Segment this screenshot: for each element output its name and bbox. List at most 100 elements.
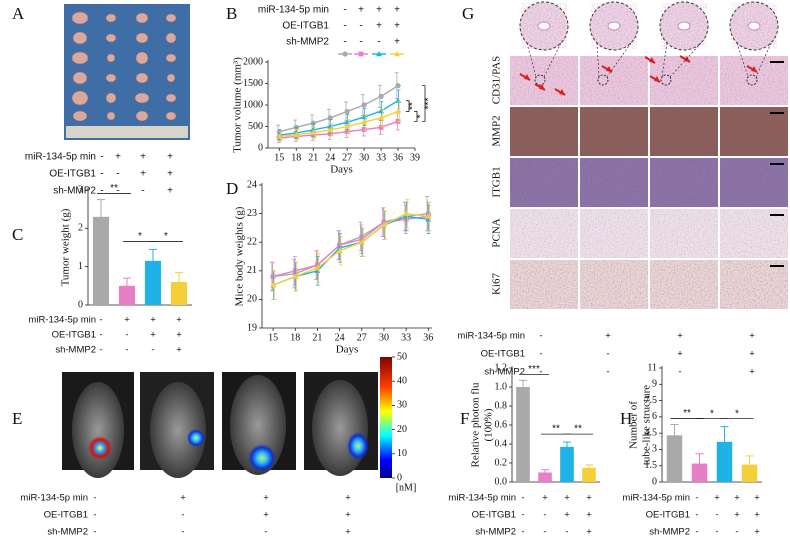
panel-letter: D [226,179,238,198]
x-tick-label: 21 [312,332,322,343]
condition-sign: - [100,186,103,197]
condition-sign: + [176,345,182,356]
marker [276,133,283,139]
zoom-source [660,74,672,86]
condition-label: sh-MMP2 [286,37,329,48]
series-line [272,212,429,286]
marker [361,127,367,132]
marker [292,273,299,279]
signal [187,429,205,447]
y-axis-label: Tumor volume (mm³) [232,57,244,153]
condition-sign: + [586,493,592,504]
ihc-texture [720,209,788,258]
ihc-texture [510,260,578,309]
condition-label: OE-ITGB1 [472,510,516,521]
imaging [62,372,378,478]
panel-letter: E [12,409,22,428]
y-tick-label: 3 [78,184,83,195]
ruler [66,126,188,138]
condition-sign: + [564,493,570,504]
condition-label: miR-134-5p min [28,315,96,326]
y-tick-label: 0.6 [495,419,508,430]
condition-sign: - [695,510,698,521]
marker [327,131,333,137]
condition-sign: - [99,330,102,341]
marker [395,108,402,114]
condition-sign: - [695,527,698,538]
zoom-source [534,74,546,86]
condition-label: miR-134-5p min [258,5,329,16]
ihc-texture [580,209,648,258]
condition-label: sh-MMP2 [649,527,690,538]
condition-sign: + [749,349,755,360]
significance-label: * [735,408,739,419]
condition-sign: + [677,349,683,360]
bar [560,446,574,482]
y-tick-label: 1500 [243,78,263,89]
bar [582,467,596,482]
condition-label: miR-134-5p min [20,493,88,504]
y-tick-label: 1.2 [495,362,508,373]
colorbar-tick-label: 20 [397,424,407,435]
significance-bracket [406,100,410,112]
condition-sign: + [542,493,548,504]
arrow-head [606,66,612,72]
series-line [279,100,399,136]
condition-sign: - [181,527,184,538]
marker [310,129,317,135]
ihc-texture [720,56,788,105]
row-label: MMP2 [491,115,503,146]
x-tick-label: 21 [308,152,318,163]
significance-label: * [416,114,427,118]
ihc-texture [650,56,718,105]
significance-label: * [710,408,714,419]
x-tick-label: 33 [376,152,386,163]
condition-label: OE-ITGB1 [49,169,96,180]
x-tick-label: 18 [290,332,300,343]
condition-sign: + [734,510,740,521]
ihc-texture [650,209,718,258]
legend-marker [342,51,348,57]
bar [691,463,708,482]
bar [170,282,188,305]
condition-sign: - [151,345,154,356]
condition-sign: + [586,510,592,521]
x-tick-label: 30 [379,332,389,343]
condition-sign: - [715,510,718,521]
bar [144,260,162,305]
x-tick-label: 36 [423,332,433,343]
arrow-head [559,89,565,95]
bar [741,464,758,482]
y-tick-label: 20 [247,294,257,305]
condition-label: sh-MMP2 [53,186,96,197]
significance-label: * [138,231,142,242]
condition-sign: - [606,367,609,378]
y-tick-label: 6 [652,411,657,422]
marker [336,247,343,253]
condition-label: OE-ITGB1 [52,330,96,341]
y-tick-label: 1.5 [645,460,658,471]
ihc-texture [650,260,718,309]
ihc-texture [510,209,578,258]
ihc-texture [580,56,648,105]
bar [118,285,136,305]
marker [327,115,333,121]
y-tick-label: 0.8 [495,400,508,411]
condition-sign: + [749,367,755,378]
marker [403,210,410,216]
ihc-texture [580,260,648,309]
y-tick-label: 7.5 [645,395,658,406]
significance-label: ** [683,408,691,419]
bar [92,216,110,305]
condition-sign: - [521,493,524,504]
condition-sign: - [141,186,144,197]
series-line [279,120,399,139]
series-line [279,85,399,133]
mouse [312,380,368,476]
marker [344,123,351,129]
colorbar-tick-label: 10 [397,448,407,459]
condition-sign: + [749,331,755,342]
condition-sign: + [263,493,269,504]
condition-sign: + [394,5,400,16]
